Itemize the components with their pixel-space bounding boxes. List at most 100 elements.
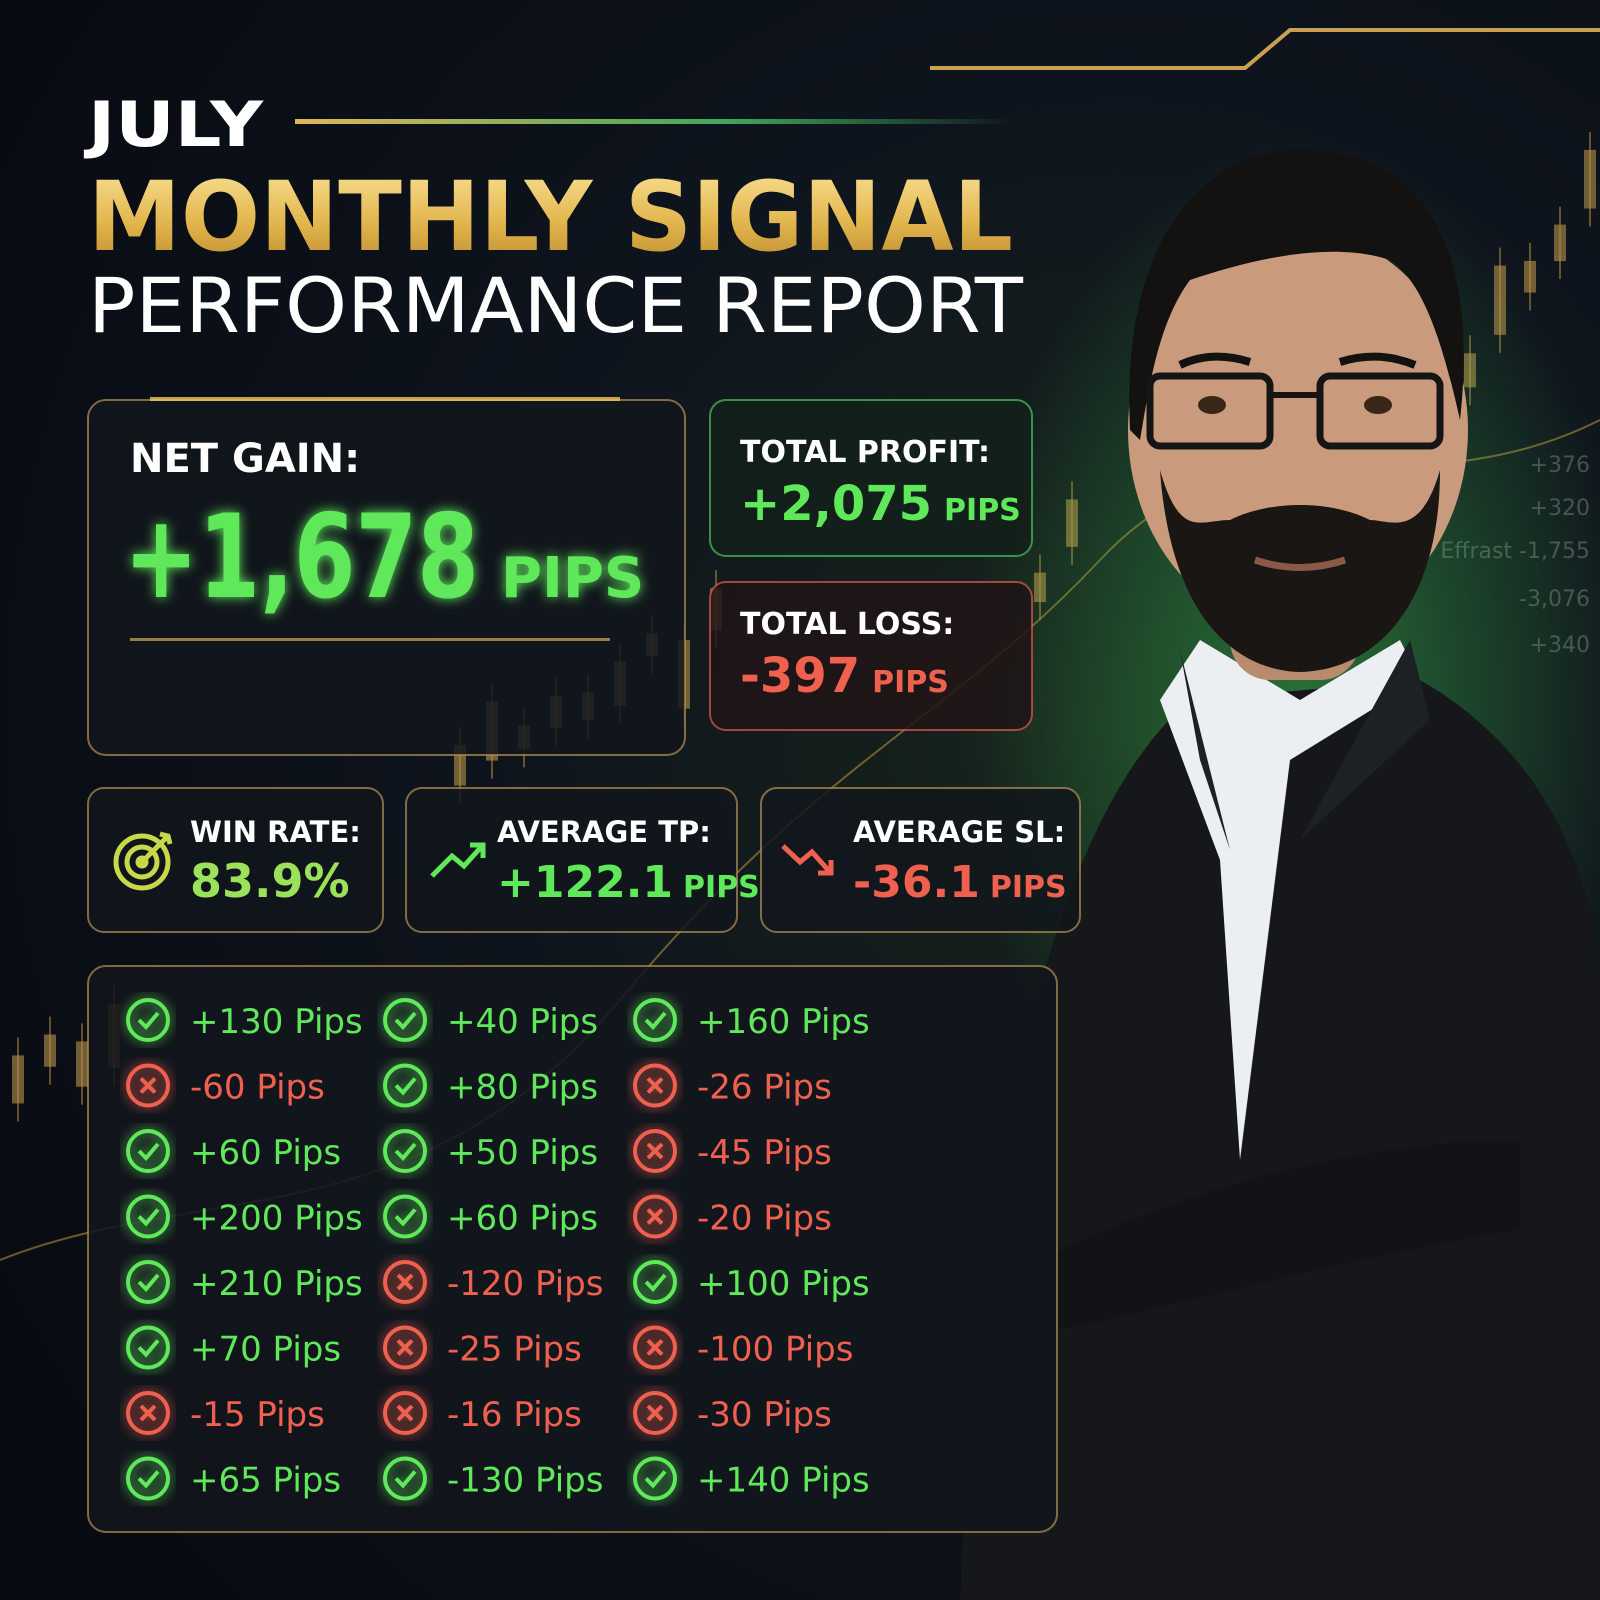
signal-result: +160 Pips <box>697 1002 870 1042</box>
total-profit-card <box>709 399 1033 557</box>
total-profit-unit: PIPS <box>944 493 1021 528</box>
icon-check <box>394 1077 417 1096</box>
average-tp-card <box>405 787 738 933</box>
cross-icon <box>633 1129 677 1173</box>
header-title: MONTHLY SIGNAL <box>88 161 1013 273</box>
check-icon <box>126 1129 170 1173</box>
icon-ring <box>126 1325 170 1370</box>
icon-cross <box>139 1077 157 1094</box>
total-loss-card <box>709 581 1033 731</box>
icon-ring <box>633 1391 677 1435</box>
icon-cross <box>646 1339 664 1356</box>
candle-body <box>1584 149 1596 209</box>
signal-result: -26 Pips <box>697 1068 832 1108</box>
check-icon <box>383 1194 427 1239</box>
trend-down-icon <box>781 844 834 876</box>
icon-ring <box>126 1456 170 1501</box>
icon-ring <box>126 1129 170 1173</box>
win-rate-value: 83.9% <box>190 854 350 908</box>
icon-check <box>394 1470 417 1489</box>
check-icon <box>633 1456 677 1501</box>
average-sl-value: -36.1 PIPS <box>853 857 1067 908</box>
signal-result: -130 Pips <box>447 1461 603 1501</box>
icon-ring <box>383 1129 427 1173</box>
check-icon <box>633 998 677 1042</box>
icon-ring <box>126 1391 170 1435</box>
header-month: JULY <box>83 88 264 161</box>
cross-icon <box>383 1260 427 1304</box>
signal-result: -30 Pips <box>697 1395 832 1435</box>
average-sl-label: AVERAGE SL: <box>853 815 1065 849</box>
icon-cross <box>646 1077 664 1094</box>
icon-ring <box>126 998 170 1042</box>
icon-ring <box>126 1194 170 1239</box>
cross-icon <box>383 1391 427 1435</box>
header-rule <box>295 119 1015 124</box>
icon-check <box>644 1011 667 1030</box>
average-tp-value: +122.1 PIPS <box>497 857 760 908</box>
presenter-photo <box>960 140 1600 1600</box>
average-tp-number: +122.1 <box>497 857 673 908</box>
icon-ring <box>383 1260 427 1304</box>
icon-check <box>394 1208 417 1227</box>
total-profit-number: +2,075 <box>740 476 932 532</box>
win-rate-card <box>87 787 384 933</box>
icon-ring <box>383 1063 427 1108</box>
card-highlight <box>130 638 610 641</box>
total-loss-label: TOTAL LOSS: <box>740 607 954 642</box>
icon-cross <box>396 1339 414 1356</box>
signal-result: +200 Pips <box>190 1199 363 1239</box>
check-icon <box>383 1456 427 1501</box>
candle-body <box>12 1055 24 1104</box>
signal-result: +60 Pips <box>447 1199 598 1239</box>
signal-result: -45 Pips <box>697 1133 832 1173</box>
total-profit-value: +2,075 PIPS <box>740 476 1021 532</box>
icon-check <box>644 1273 667 1292</box>
total-profit-label: TOTAL PROFIT: <box>740 435 990 470</box>
average-sl-card <box>760 787 1081 933</box>
icon-ring <box>633 1129 677 1173</box>
cross-icon <box>383 1325 427 1370</box>
cross-icon <box>633 1194 677 1239</box>
signal-result: +100 Pips <box>697 1264 870 1304</box>
icon-cross <box>139 1404 157 1422</box>
icon-ring <box>633 998 677 1042</box>
net-gain-unit: PIPS <box>501 546 644 611</box>
check-icon <box>383 998 427 1042</box>
signal-result: +140 Pips <box>697 1461 870 1501</box>
icon-cross <box>646 1208 664 1225</box>
check-icon <box>383 1063 427 1108</box>
signal-result: +130 Pips <box>190 1002 363 1042</box>
icon-ring <box>126 1063 170 1108</box>
card-highlight <box>150 397 620 401</box>
icon-ring <box>633 1456 677 1501</box>
check-icon <box>383 1129 427 1173</box>
candle-body <box>1524 260 1536 293</box>
signal-result: +40 Pips <box>447 1002 598 1042</box>
net-gain-value: +1,678 PIPS <box>124 490 644 625</box>
icon-ring <box>383 1391 427 1435</box>
icon-check <box>137 1011 160 1030</box>
icon-cross <box>396 1273 414 1291</box>
icon-check <box>137 1208 160 1227</box>
candle-body <box>44 1034 56 1067</box>
icon-check <box>394 1142 417 1161</box>
signal-result: -15 Pips <box>190 1395 325 1435</box>
target-icon <box>113 831 173 891</box>
signal-list-card <box>87 965 1058 1533</box>
average-tp-label: AVERAGE TP: <box>497 815 711 849</box>
cross-icon <box>633 1391 677 1435</box>
icon-ring <box>633 1194 677 1239</box>
icon-ring <box>126 1260 170 1304</box>
check-icon <box>126 1456 170 1501</box>
icon-ring <box>633 1260 677 1304</box>
candle-body <box>1554 224 1566 262</box>
icon-ring <box>383 1325 427 1370</box>
signal-result: -120 Pips <box>447 1264 603 1304</box>
check-icon <box>126 1325 170 1370</box>
average-sl-number: -36.1 <box>853 857 980 908</box>
net-gain-number: +1,678 <box>124 490 479 625</box>
icon-check <box>137 1339 160 1358</box>
